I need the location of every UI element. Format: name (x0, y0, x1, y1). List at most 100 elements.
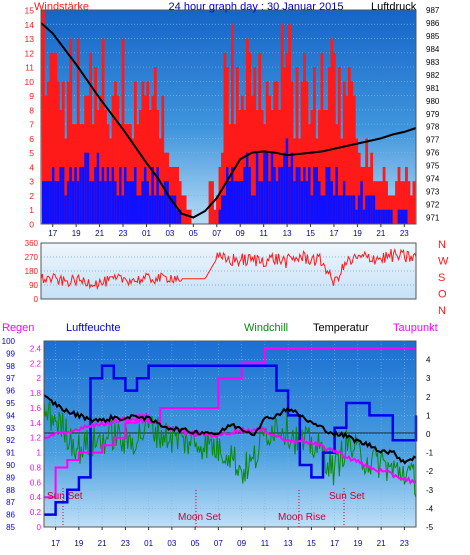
wind-average-bar (332, 195, 336, 224)
wind-average-bar (178, 209, 182, 224)
wind-average-bar (109, 181, 112, 224)
wind-gust-bar (402, 181, 406, 224)
wind-gust-bar (350, 81, 354, 224)
windchill-label: Windchill (244, 322, 288, 334)
wind-gust-bar (141, 81, 145, 224)
wind-gust-bar (260, 109, 264, 224)
wind-average-bar (285, 138, 289, 224)
wind-average-bar (258, 181, 262, 224)
temperature-tick-label: -3 (426, 486, 434, 495)
direction-axis-ticks: 0 90 180 270 360 (25, 239, 39, 304)
wind-average-bar (385, 209, 388, 224)
wind-average-bar (240, 181, 244, 224)
wind-gust-bar (357, 152, 361, 224)
pressure-tick-label: 983 (426, 58, 440, 67)
wind-average-bar (141, 181, 145, 224)
wind-average-bar (89, 181, 93, 224)
wind-gust-bar (181, 195, 185, 224)
wind-gust-bar (322, 109, 326, 224)
wind-average-bar (64, 195, 68, 224)
wind-average-bar (161, 195, 165, 224)
wind-gust-bar (104, 109, 107, 224)
wind-average-bar (387, 209, 391, 224)
humidity-tick-label: 95 (6, 399, 15, 408)
wind-average-bar (79, 166, 83, 224)
rain-tick-label: 1 (37, 449, 42, 458)
wind-average-bar (134, 166, 137, 224)
humidity-tick-label: 94 (6, 411, 15, 420)
wind-average-bar (42, 181, 45, 224)
wind-gust-bar (288, 24, 291, 225)
bottom-plot-border (43, 340, 417, 528)
wind-average-bar (318, 181, 321, 224)
time-tick-label: 21 (95, 229, 104, 238)
wind-average-bar (119, 166, 122, 224)
time-tick-label: 07 (212, 229, 221, 238)
wind-gust-bar (116, 95, 120, 224)
humidity-tick-label: 99 (6, 349, 15, 358)
rain-tick-label: 2 (37, 374, 42, 383)
humidity-tick-label: 100 (2, 337, 16, 346)
wind-average-bar (233, 181, 237, 224)
time-tick-label: 21 (377, 539, 386, 548)
time-tick-label: 23 (121, 539, 130, 548)
wind-gust-bar (280, 24, 284, 225)
time-tick-label: 13 (284, 539, 293, 548)
wind-tick-label: 11 (25, 63, 34, 73)
wind-average-bar (230, 166, 234, 224)
compass-label: N (438, 239, 446, 251)
wind-average-bar (355, 209, 359, 224)
rain-tick-label: 2.4 (30, 344, 42, 353)
taupunkt-label: Taupunkt (393, 322, 438, 334)
wind-average-bar (153, 195, 157, 224)
wind-tick-label: 10 (25, 77, 35, 87)
temperature-tick-label: -5 (426, 523, 434, 532)
rain-tick-label: 1.6 (30, 404, 42, 413)
humidity-tick-label: 86 (6, 511, 15, 520)
time-tick-label: 03 (167, 539, 176, 548)
moon-set-label: Moon Set (178, 512, 221, 523)
wind-average-bar (148, 195, 152, 224)
wind-average-bar (54, 181, 58, 224)
wind-direction-line (40, 247, 417, 291)
time-tick-label: 09 (237, 539, 246, 548)
time-tick-label: 21 (98, 539, 107, 548)
pressure-tick-label: 987 (426, 6, 440, 15)
direction-tick-label: 180 (25, 267, 39, 276)
wind-average-bar (49, 181, 53, 224)
wind-average-bar (337, 195, 341, 224)
wind-average-bar (380, 209, 383, 224)
wind-average-bar (106, 166, 110, 224)
wind-gust-bar (332, 52, 336, 224)
time-tick-label: 19 (353, 229, 362, 238)
time-tick-label: 19 (353, 539, 362, 548)
rain-axis-ticks: 0 0.2 0.4 0.6 0.8 1 1.2 1.4 1.6 1.8 2 2.2 2.4 (30, 344, 42, 532)
wind-gust-bar (136, 124, 140, 224)
rain-tick-label: 0.6 (30, 478, 42, 487)
time-tick-label: 07 (214, 539, 223, 548)
rain-tick-label: 2.2 (30, 359, 42, 368)
chart-title: 24 hour graph day : 30 Januar 2015 (169, 1, 344, 13)
wind-tick-label: 12 (25, 48, 35, 58)
time-tick-label: 23 (119, 229, 128, 238)
temperature-tick-label: 3 (426, 374, 431, 383)
wind-average-bar (126, 181, 130, 224)
sun-set-left-label: Sun Set (47, 491, 83, 502)
wind-gust-bar (183, 195, 187, 224)
wind-average-bar (228, 181, 232, 224)
wind-average-bar (322, 195, 326, 224)
wind-gust-bar (208, 181, 212, 224)
wind-average-bar (136, 195, 140, 224)
moon-rise-label: Moon Rise (278, 512, 326, 523)
wind-gust-bar (186, 209, 190, 224)
wind-average-bar (375, 209, 379, 224)
temperature-line (43, 394, 417, 465)
pressure-tick-label: 974 (426, 175, 440, 184)
wind-average-bar (56, 181, 60, 224)
wind-average-bar (91, 181, 95, 224)
time-tick-label: 05 (189, 229, 198, 238)
wind-average-bar (66, 181, 70, 224)
wind-gust-bar (240, 95, 244, 224)
compass-label: O (438, 289, 447, 301)
